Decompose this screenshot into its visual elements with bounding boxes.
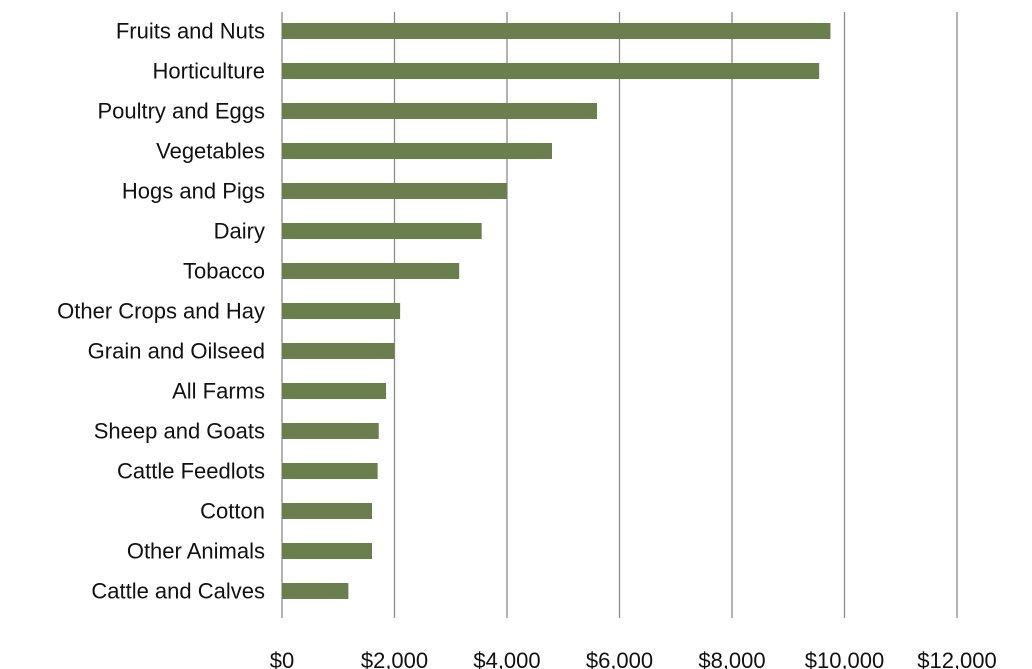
- bar-sheep-and-goats: [282, 423, 379, 439]
- category-label-hogs-and-pigs: Hogs and Pigs: [122, 179, 265, 204]
- bar-poultry-and-eggs: [282, 103, 597, 119]
- bar-cattle-feedlots: [282, 463, 378, 479]
- category-label-other-crops-and-hay: Other Crops and Hay: [57, 299, 265, 324]
- bar-fruits-and-nuts: [282, 23, 831, 39]
- category-label-horticulture: Horticulture: [153, 59, 265, 84]
- bar-horticulture: [282, 63, 820, 79]
- category-label-dairy: Dairy: [214, 219, 265, 244]
- x-tick-label-4000: $4,000: [473, 648, 540, 669]
- bar-all-farms: [282, 383, 387, 399]
- bar-cattle-and-calves: [282, 583, 349, 599]
- x-tick-label-0: $0: [270, 648, 294, 669]
- bar-tobacco: [282, 263, 460, 279]
- x-tick-label-10000: $10,000: [805, 648, 885, 669]
- bars: [282, 23, 831, 599]
- x-tick-label-12000: $12,000: [917, 648, 997, 669]
- category-label-tobacco: Tobacco: [183, 259, 265, 284]
- category-label-cattle-and-calves: Cattle and Calves: [91, 579, 265, 604]
- category-label-fruits-and-nuts: Fruits and Nuts: [116, 19, 265, 44]
- bar-grain-and-oilseed: [282, 343, 395, 359]
- category-label-all-farms: All Farms: [172, 379, 265, 404]
- category-label-cotton: Cotton: [200, 499, 265, 524]
- category-labels: Fruits and Nuts Horticulture Poultry and E…: [57, 19, 265, 604]
- category-label-poultry-and-eggs: Poultry and Eggs: [97, 99, 265, 124]
- bar-other-crops-and-hay: [282, 303, 401, 319]
- bar-hogs-and-pigs: [282, 183, 507, 199]
- bar-other-animals: [282, 543, 372, 559]
- x-tick-label-6000: $6,000: [586, 648, 653, 669]
- x-tick-label-8000: $8,000: [698, 648, 765, 669]
- category-label-cattle-feedlots: Cattle Feedlots: [117, 459, 265, 484]
- category-label-other-animals: Other Animals: [127, 539, 265, 564]
- category-label-vegetables: Vegetables: [156, 139, 265, 164]
- bar-vegetables: [282, 143, 552, 159]
- x-axis-tick-labels: $0 $2,000 $4,000 $6,000 $8,000 $10,000 $12,000: [270, 648, 997, 669]
- category-label-grain-and-oilseed: Grain and Oilseed: [88, 339, 265, 364]
- x-tick-label-2000: $2,000: [361, 648, 428, 669]
- category-label-sheep-and-goats: Sheep and Goats: [94, 419, 265, 444]
- bar-dairy: [282, 223, 482, 239]
- bar-cotton: [282, 503, 372, 519]
